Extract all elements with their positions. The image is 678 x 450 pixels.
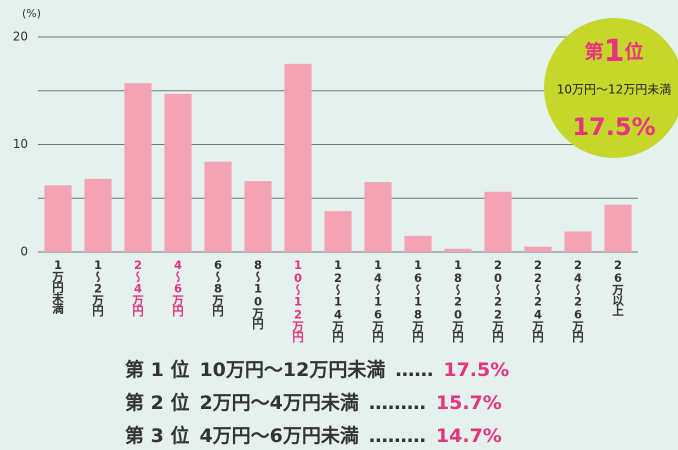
x-tick-label: 26万以上 — [608, 258, 628, 316]
rank-label: 第 2 位 — [125, 392, 189, 414]
y-axis-label: (%) — [22, 7, 41, 20]
bar — [84, 179, 111, 252]
bar — [604, 205, 631, 252]
y-tick-label: 10 — [13, 137, 28, 151]
rank-label: 第 3 位 — [125, 425, 189, 447]
bar — [44, 185, 71, 252]
x-tick-label: 4～6万円 — [168, 258, 188, 316]
rank-value: 15.7% — [436, 392, 502, 414]
rank-dots: ……… — [369, 425, 426, 447]
x-tick-label: 8～10万円 — [248, 258, 268, 329]
x-tick-label: 16～18万円 — [408, 258, 428, 342]
x-tick-label: 14～16万円 — [368, 258, 388, 342]
rank-category: 10万円～12万円未満 — [199, 359, 385, 381]
page: (%) 第1位 10万円～12万円未満 17.5% 01020 1万円未満1～2… — [0, 0, 678, 450]
bar — [244, 181, 271, 252]
x-tick-label: 18～20万円 — [448, 258, 468, 342]
x-tick-label: 1万円未満 — [48, 258, 68, 313]
rank-value: 14.7% — [436, 425, 502, 447]
x-tick-label: 6～8万円 — [208, 258, 228, 316]
bar — [524, 247, 551, 252]
bar — [364, 182, 391, 252]
bar — [204, 162, 231, 252]
ranking-row: 第 2 位 2万円～4万円未満 ……… 15.7% — [125, 388, 512, 415]
bar — [284, 64, 311, 252]
bar — [164, 94, 191, 252]
rank-value: 17.5% — [443, 359, 509, 381]
bar — [444, 249, 471, 252]
x-tick-label: 12～14万円 — [328, 258, 348, 342]
y-tick-label: 0 — [20, 245, 28, 259]
bar — [124, 83, 151, 252]
y-tick-label: 20 — [13, 30, 28, 44]
chart: (%) 第1位 10万円～12万円未満 17.5% 01020 — [0, 0, 678, 450]
rank-label: 第 1 位 — [125, 359, 189, 381]
x-tick-label: 1～2万円 — [88, 258, 108, 316]
ranking-row: 第 1 位 10万円～12万円未満 …… 17.5% — [125, 355, 519, 382]
rank-category: 4万円～6万円未満 — [199, 425, 358, 447]
rank-dots: ……… — [369, 392, 426, 414]
badge-value: 17.5% — [572, 113, 655, 141]
bar — [564, 232, 591, 252]
rank-category: 2万円～4万円未満 — [199, 392, 358, 414]
rank-dots: …… — [395, 359, 433, 381]
ranking-row: 第 3 位 4万円～6万円未満 ……… 14.7% — [125, 421, 512, 448]
x-tick-label: 20～22万円 — [488, 258, 508, 342]
bar — [324, 211, 351, 252]
badge-label: 10万円～12万円未満 — [557, 83, 672, 97]
x-tick-label: 24～26万円 — [568, 258, 588, 342]
x-tick-label: 22～24万円 — [528, 258, 548, 342]
bar — [484, 192, 511, 252]
x-tick-label: 10～12万円 — [288, 258, 308, 342]
bar — [404, 236, 431, 252]
x-tick-label: 2～4万円 — [128, 258, 148, 316]
